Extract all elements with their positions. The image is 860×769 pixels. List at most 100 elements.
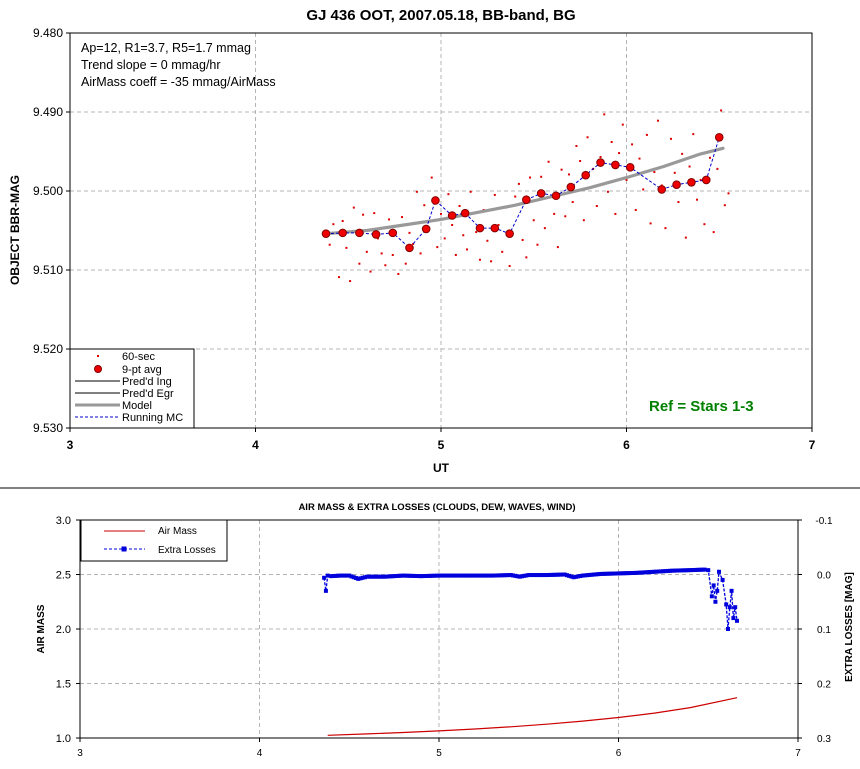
extra-losses-point xyxy=(466,573,471,578)
bottom-y-tick-label: 3.0 xyxy=(56,515,71,527)
top-x-tick-label: 3 xyxy=(67,438,74,452)
raw-60sec-point xyxy=(720,109,723,112)
raw-60sec-point xyxy=(478,258,481,261)
raw-60sec-point xyxy=(536,243,539,246)
top-y-tick-label: 9.520 xyxy=(33,342,63,356)
extra-losses-point xyxy=(439,573,444,578)
extra-losses-point xyxy=(526,573,531,578)
raw-60sec-point xyxy=(447,193,450,196)
top-x-tick-label: 5 xyxy=(438,438,445,452)
extra-losses-point xyxy=(396,573,401,578)
extra-losses-point xyxy=(605,571,610,576)
extra-losses-point xyxy=(522,573,527,578)
top-x-tick-label: 6 xyxy=(623,438,630,452)
extra-losses-point xyxy=(729,588,734,593)
extra-losses-point xyxy=(614,571,619,576)
raw-60sec-point xyxy=(475,231,478,234)
raw-60sec-point xyxy=(384,264,387,267)
raw-60sec-point xyxy=(458,205,461,208)
raw-60sec-point xyxy=(579,159,582,162)
top-data-marks xyxy=(321,109,730,283)
bottom-x-tick-label: 7 xyxy=(795,748,801,759)
extra-losses-point xyxy=(497,573,502,578)
extra-losses-point xyxy=(582,573,587,578)
extra-losses-point xyxy=(479,573,484,578)
raw-60sec-point xyxy=(419,252,422,255)
extra-losses-point xyxy=(513,573,518,578)
extra-losses-point xyxy=(623,571,628,576)
raw-60sec-point xyxy=(328,243,331,246)
extra-losses-point xyxy=(430,573,435,578)
extra-losses-point xyxy=(641,570,646,575)
extra-losses-point xyxy=(690,568,695,573)
top-legend: 60-sec 9-pt avg Pred'd Ing Pred'd Egr Mo… xyxy=(69,348,195,429)
bottom-chart-title: AIR MASS & EXTRA LOSSES (CLOUDS, DEW, WA… xyxy=(298,502,575,513)
raw-60sec-point xyxy=(514,195,517,198)
raw-60sec-point xyxy=(436,246,439,249)
extra-losses-point xyxy=(452,573,457,578)
extra-losses-point xyxy=(627,571,632,576)
raw-60sec-point xyxy=(712,231,715,234)
extra-losses-point xyxy=(410,573,415,578)
extra-losses-point xyxy=(515,574,520,579)
avg-9pt-point xyxy=(431,196,440,205)
extra-losses-point xyxy=(555,572,560,577)
raw-60sec-point xyxy=(352,206,355,209)
top-y-tick-label: 9.530 xyxy=(33,421,63,435)
extra-losses-point xyxy=(524,573,529,578)
extra-losses-point xyxy=(720,577,725,582)
top-y-tick-label: 9.500 xyxy=(33,184,63,198)
avg-9pt-point xyxy=(475,223,485,233)
extra-losses-point xyxy=(371,574,376,579)
raw-60sec-point xyxy=(614,212,617,215)
bottom-y-ticks: 1.0 1.5 2.0 2.5 3.0 xyxy=(56,515,80,745)
extra-losses-point xyxy=(629,571,634,576)
top-y-ticks: 9.480 9.490 9.500 9.510 9.520 9.530 xyxy=(33,26,70,435)
extra-losses-point xyxy=(715,588,720,593)
extra-losses-point xyxy=(475,573,480,578)
raw-60sec-point xyxy=(362,213,365,216)
raw-60sec-point xyxy=(556,246,559,249)
avg-9pt-point xyxy=(355,228,364,238)
legend-running-mc: Running MC xyxy=(122,412,183,424)
extra-losses-point xyxy=(323,588,328,593)
extra-losses-point xyxy=(686,568,691,573)
extra-losses-point xyxy=(553,572,558,577)
extra-losses-point xyxy=(437,573,441,578)
top-x-ticks: 3 4 5 6 7 xyxy=(67,428,816,452)
raw-60sec-point xyxy=(469,190,472,193)
raw-60sec-point xyxy=(391,253,394,256)
extra-losses-point xyxy=(663,569,668,574)
extra-losses-point xyxy=(652,569,657,574)
top-y-tick-label: 9.480 xyxy=(33,26,63,40)
extra-losses-point xyxy=(472,573,477,578)
extra-losses-point xyxy=(672,568,677,573)
bottom-y2-tick-label: 0.3 xyxy=(817,734,831,745)
raw-60sec-point xyxy=(618,152,621,155)
legend-air-mass: Air Mass xyxy=(158,526,197,537)
bottom-y2-ticks: -0.1 0.0 0.1 0.2 0.3 xyxy=(798,516,833,745)
extra-losses-point xyxy=(598,571,603,576)
raw-60sec-point xyxy=(560,168,563,171)
raw-60sec-point xyxy=(493,193,496,196)
extra-losses-point xyxy=(353,576,358,581)
raw-60sec-point xyxy=(412,242,415,245)
avg-9pt-point xyxy=(687,178,696,187)
extra-losses-point xyxy=(499,573,504,578)
bottom-y-tick-label: 2.5 xyxy=(56,570,71,582)
extra-losses-point xyxy=(681,568,686,573)
raw-60sec-point xyxy=(653,171,656,174)
top-x-tick-label: 4 xyxy=(252,438,259,452)
extra-losses-point xyxy=(394,573,399,578)
extra-losses-point xyxy=(362,575,367,580)
bottom-x-tick-label: 3 xyxy=(77,748,83,759)
avg-9pt-point xyxy=(611,160,620,170)
avg-9pt-point xyxy=(701,175,711,185)
extra-losses-point xyxy=(636,570,641,575)
extra-losses-point xyxy=(486,573,491,578)
extra-losses-point xyxy=(389,574,394,579)
extra-losses-point xyxy=(567,573,572,578)
extra-losses-point xyxy=(645,570,650,575)
raw-60sec-point xyxy=(677,201,680,204)
